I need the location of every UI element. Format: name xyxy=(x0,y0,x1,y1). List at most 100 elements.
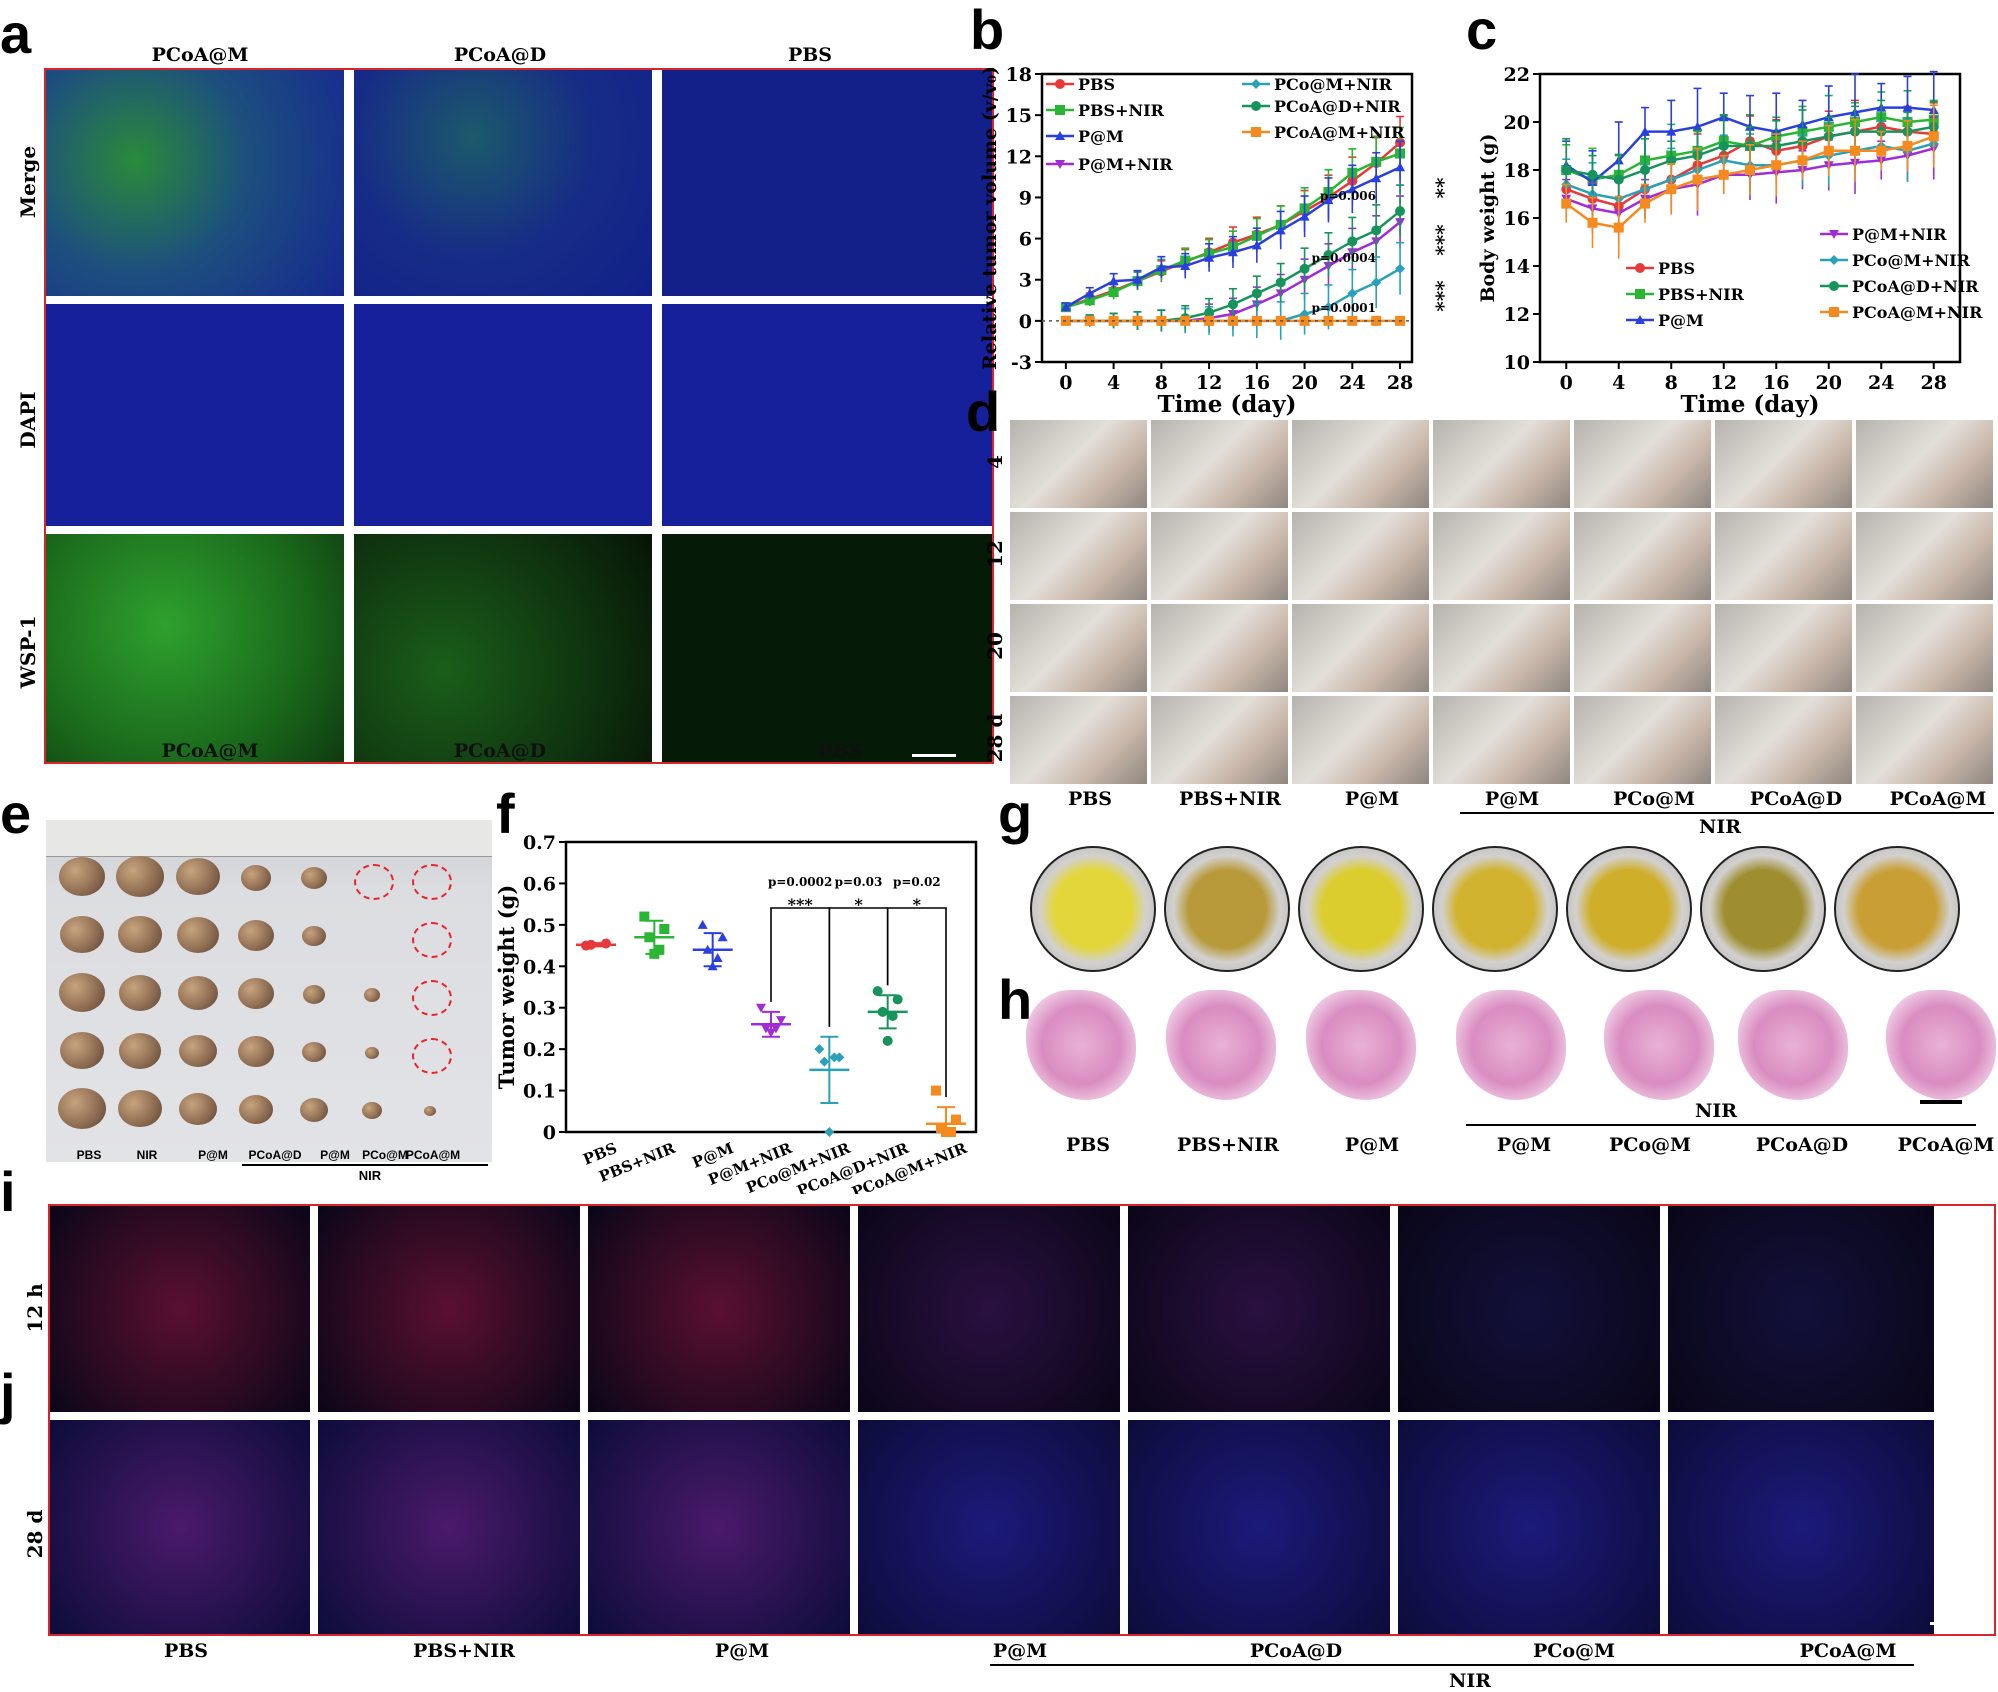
x-axis-label: Time (day) xyxy=(1681,391,1820,418)
y-tick-label: 0.3 xyxy=(523,998,556,1020)
legend-marker xyxy=(1251,79,1261,89)
y-tick-label: 14 xyxy=(1504,256,1530,278)
mouse-photo xyxy=(1574,696,1711,784)
fluorescence-28d xyxy=(1668,1420,1934,1634)
data-point xyxy=(1323,250,1334,261)
panel-ij-nir-label: NIR xyxy=(1448,1670,1492,1692)
tumor xyxy=(300,1098,328,1122)
data-point xyxy=(1850,145,1860,156)
panel-d-row-label-3: 20 xyxy=(983,632,1007,660)
he-section xyxy=(1738,990,1848,1100)
data-point xyxy=(1371,277,1382,288)
data-point xyxy=(1745,165,1755,175)
y-tick-label: 12 xyxy=(1504,304,1530,326)
panel-h-label: PCo@M xyxy=(1608,1134,1692,1156)
mouse-photo xyxy=(1151,420,1288,508)
scale-bar xyxy=(912,754,956,757)
data-point xyxy=(1275,225,1286,235)
tumor xyxy=(239,1095,273,1124)
mouse-photo xyxy=(1574,512,1711,600)
x-tick-label: 20 xyxy=(1816,372,1842,394)
legend-marker xyxy=(1251,127,1261,137)
data-point xyxy=(1227,299,1238,310)
mouse-photo xyxy=(1856,420,1993,508)
data-point xyxy=(1771,160,1782,171)
legend-label: P@M xyxy=(1078,127,1124,146)
tumor xyxy=(302,926,326,947)
panel-h-nir-label: NIR xyxy=(1694,1100,1738,1122)
data-point xyxy=(1666,155,1677,166)
legend-marker xyxy=(1829,255,1839,265)
data-point xyxy=(1613,174,1624,185)
significance-stars: * xyxy=(854,895,863,914)
data-point xyxy=(834,1052,845,1063)
tumor xyxy=(179,1093,217,1126)
panel-ij-label: P@M xyxy=(992,1640,1048,1662)
body-weight-chart: 0 4 8 12 16 20 24 28 10 12 14 16 18 20 22 Time (day) Bod… xyxy=(1477,64,1983,418)
data-point xyxy=(756,1003,766,1013)
empty-circle-marker xyxy=(354,864,394,900)
fluorescence-28d xyxy=(858,1420,1120,1634)
panel-h-label: P@M xyxy=(1344,1134,1400,1156)
panel-i-row-label: 12 h xyxy=(23,1283,47,1333)
x-tick-label: 12 xyxy=(1196,372,1222,394)
y-tick-label: 15 xyxy=(1006,105,1032,127)
data-point xyxy=(1640,126,1650,136)
legend-marker xyxy=(1829,281,1839,291)
panel-a-col-label-3: PBS xyxy=(787,44,833,66)
panel-d-row-label-2: 12 xyxy=(983,540,1007,568)
y-tick-label: 10 xyxy=(1504,352,1530,374)
y-tick-label: 0.2 xyxy=(523,1039,556,1061)
y-tick-label: 16 xyxy=(1504,208,1530,230)
data-point xyxy=(1718,169,1729,180)
data-point xyxy=(1902,102,1913,112)
data-point xyxy=(1251,288,1262,299)
he-section xyxy=(1886,990,1996,1100)
legend-marker xyxy=(1635,289,1645,299)
panel-g-letter: g xyxy=(998,782,1033,845)
y-tick-label: 3 xyxy=(1019,270,1032,292)
y-tick-label: 18 xyxy=(1504,160,1530,182)
data-point xyxy=(882,1035,893,1046)
panel-d-col-label: PCoA@M xyxy=(1889,788,1987,810)
fluorescence-28d xyxy=(1398,1420,1660,1634)
y-tick-label: 12 xyxy=(1006,146,1032,168)
data-point xyxy=(814,1044,825,1055)
y-tick-label: 0.5 xyxy=(523,915,556,937)
mouse-photo xyxy=(1433,604,1570,692)
fluorescence-12h xyxy=(588,1206,850,1412)
panel-d-col-label: PBS+NIR xyxy=(1178,788,1282,810)
p-value-annotation: p=0.0004 xyxy=(1312,251,1376,265)
x-tick-label: 8 xyxy=(1155,372,1168,394)
p-value-label: p=0.0002 xyxy=(768,875,832,889)
data-point xyxy=(1561,165,1572,175)
data-point xyxy=(1371,225,1382,236)
data-point xyxy=(717,932,728,942)
data-point xyxy=(707,961,718,971)
legend-marker xyxy=(1055,105,1065,115)
data-point xyxy=(1084,295,1095,306)
p-value-label: p=0.02 xyxy=(893,875,941,889)
data-point xyxy=(1084,288,1095,298)
tumor xyxy=(60,1032,104,1070)
panel-d-col-label: PCoA@D xyxy=(1749,788,1843,810)
y-tick-label: 22 xyxy=(1504,64,1530,86)
panel-d-row-label-1: 4 xyxy=(983,455,1007,469)
legend-marker xyxy=(1251,101,1261,111)
data-point xyxy=(1323,315,1334,326)
tumor xyxy=(302,1042,326,1063)
mouse-photo xyxy=(1856,604,1993,692)
x-axis-label: Time (day) xyxy=(1158,391,1297,418)
panel-d-col-label: PBS xyxy=(1067,788,1113,810)
data-point xyxy=(766,1028,776,1038)
panel-d-row-label-4: 28 d xyxy=(983,713,1007,763)
mouse-photo xyxy=(1292,420,1429,508)
mouse-photo xyxy=(1151,512,1288,600)
panel-a-bottom-label-1: PCoA@M xyxy=(161,740,259,762)
mouse-photo xyxy=(1574,420,1711,508)
mouse-photo xyxy=(1010,696,1147,784)
mouse-photo xyxy=(1715,604,1852,692)
data-point xyxy=(1692,174,1703,185)
y-tick-label: 0.1 xyxy=(523,1081,556,1103)
